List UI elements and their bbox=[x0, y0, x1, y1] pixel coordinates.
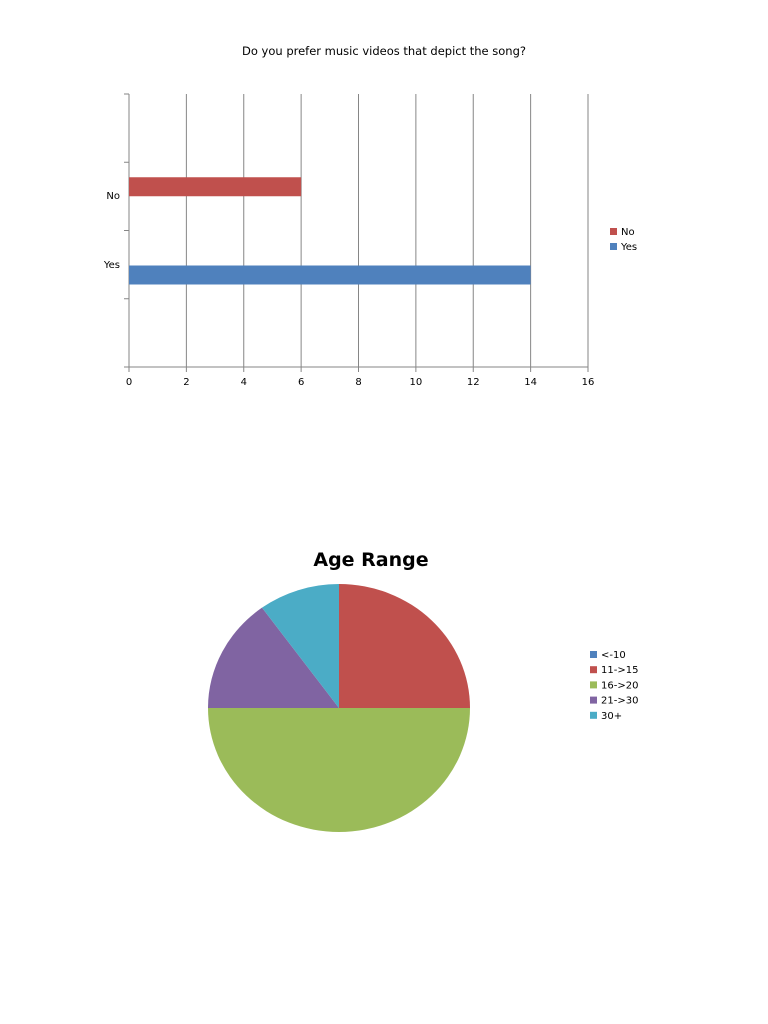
pie-chart-slices bbox=[208, 584, 470, 832]
legend-swatch bbox=[610, 243, 617, 250]
bar-chart-axes bbox=[124, 93, 589, 372]
bar-chart-x-tick-labels: 0 2 4 6 8 10 12 14 16 bbox=[126, 377, 595, 388]
legend-label: 11->15 bbox=[601, 665, 638, 676]
legend-swatch bbox=[610, 228, 617, 235]
bar-yes bbox=[129, 265, 531, 285]
legend-label: Yes bbox=[620, 242, 637, 253]
pie-slice-11-15 bbox=[339, 584, 470, 708]
bar-chart-legend: No Yes bbox=[610, 227, 637, 253]
x-tick-label: 0 bbox=[126, 377, 132, 388]
x-tick-label: 8 bbox=[355, 377, 361, 388]
pie-slice-30- bbox=[262, 584, 339, 708]
bar-chart: Do you prefer music videos that depict t… bbox=[103, 44, 637, 388]
bar-chart-category-labels: No Yes bbox=[103, 191, 120, 271]
x-tick-label: 14 bbox=[524, 377, 537, 388]
bar-chart-gridlines bbox=[185, 94, 589, 367]
legend-label: 21->30 bbox=[601, 696, 638, 707]
legend-swatch bbox=[590, 651, 597, 658]
pie-slice-21-30 bbox=[208, 607, 339, 708]
x-tick-label: 12 bbox=[467, 377, 480, 388]
category-label: No bbox=[106, 191, 120, 202]
legend-swatch bbox=[590, 681, 597, 689]
bar-chart-bars bbox=[129, 177, 531, 285]
legend-label: <-10 bbox=[601, 650, 626, 661]
pie-chart: Age Range <-10 11->15 16->20 21->30 30+ bbox=[208, 549, 638, 832]
legend-swatch bbox=[590, 696, 597, 704]
legend-label: No bbox=[621, 227, 635, 238]
category-label: Yes bbox=[103, 260, 120, 271]
x-tick-label: 10 bbox=[410, 377, 423, 388]
x-tick-label: 2 bbox=[183, 377, 189, 388]
pie-chart-title: Age Range bbox=[313, 549, 428, 571]
legend-label: 30+ bbox=[601, 711, 622, 722]
x-tick-label: 4 bbox=[241, 377, 247, 388]
bar-chart-title: Do you prefer music videos that depict t… bbox=[242, 44, 526, 58]
bar-no bbox=[129, 177, 302, 197]
legend-swatch bbox=[590, 666, 597, 674]
pie-chart-legend: <-10 11->15 16->20 21->30 30+ bbox=[590, 650, 638, 722]
pie-slice-16-20 bbox=[208, 708, 470, 832]
x-tick-label: 6 bbox=[298, 377, 304, 388]
legend-swatch bbox=[590, 711, 597, 719]
legend-label: 16->20 bbox=[601, 680, 638, 691]
x-tick-label: 16 bbox=[582, 377, 595, 388]
